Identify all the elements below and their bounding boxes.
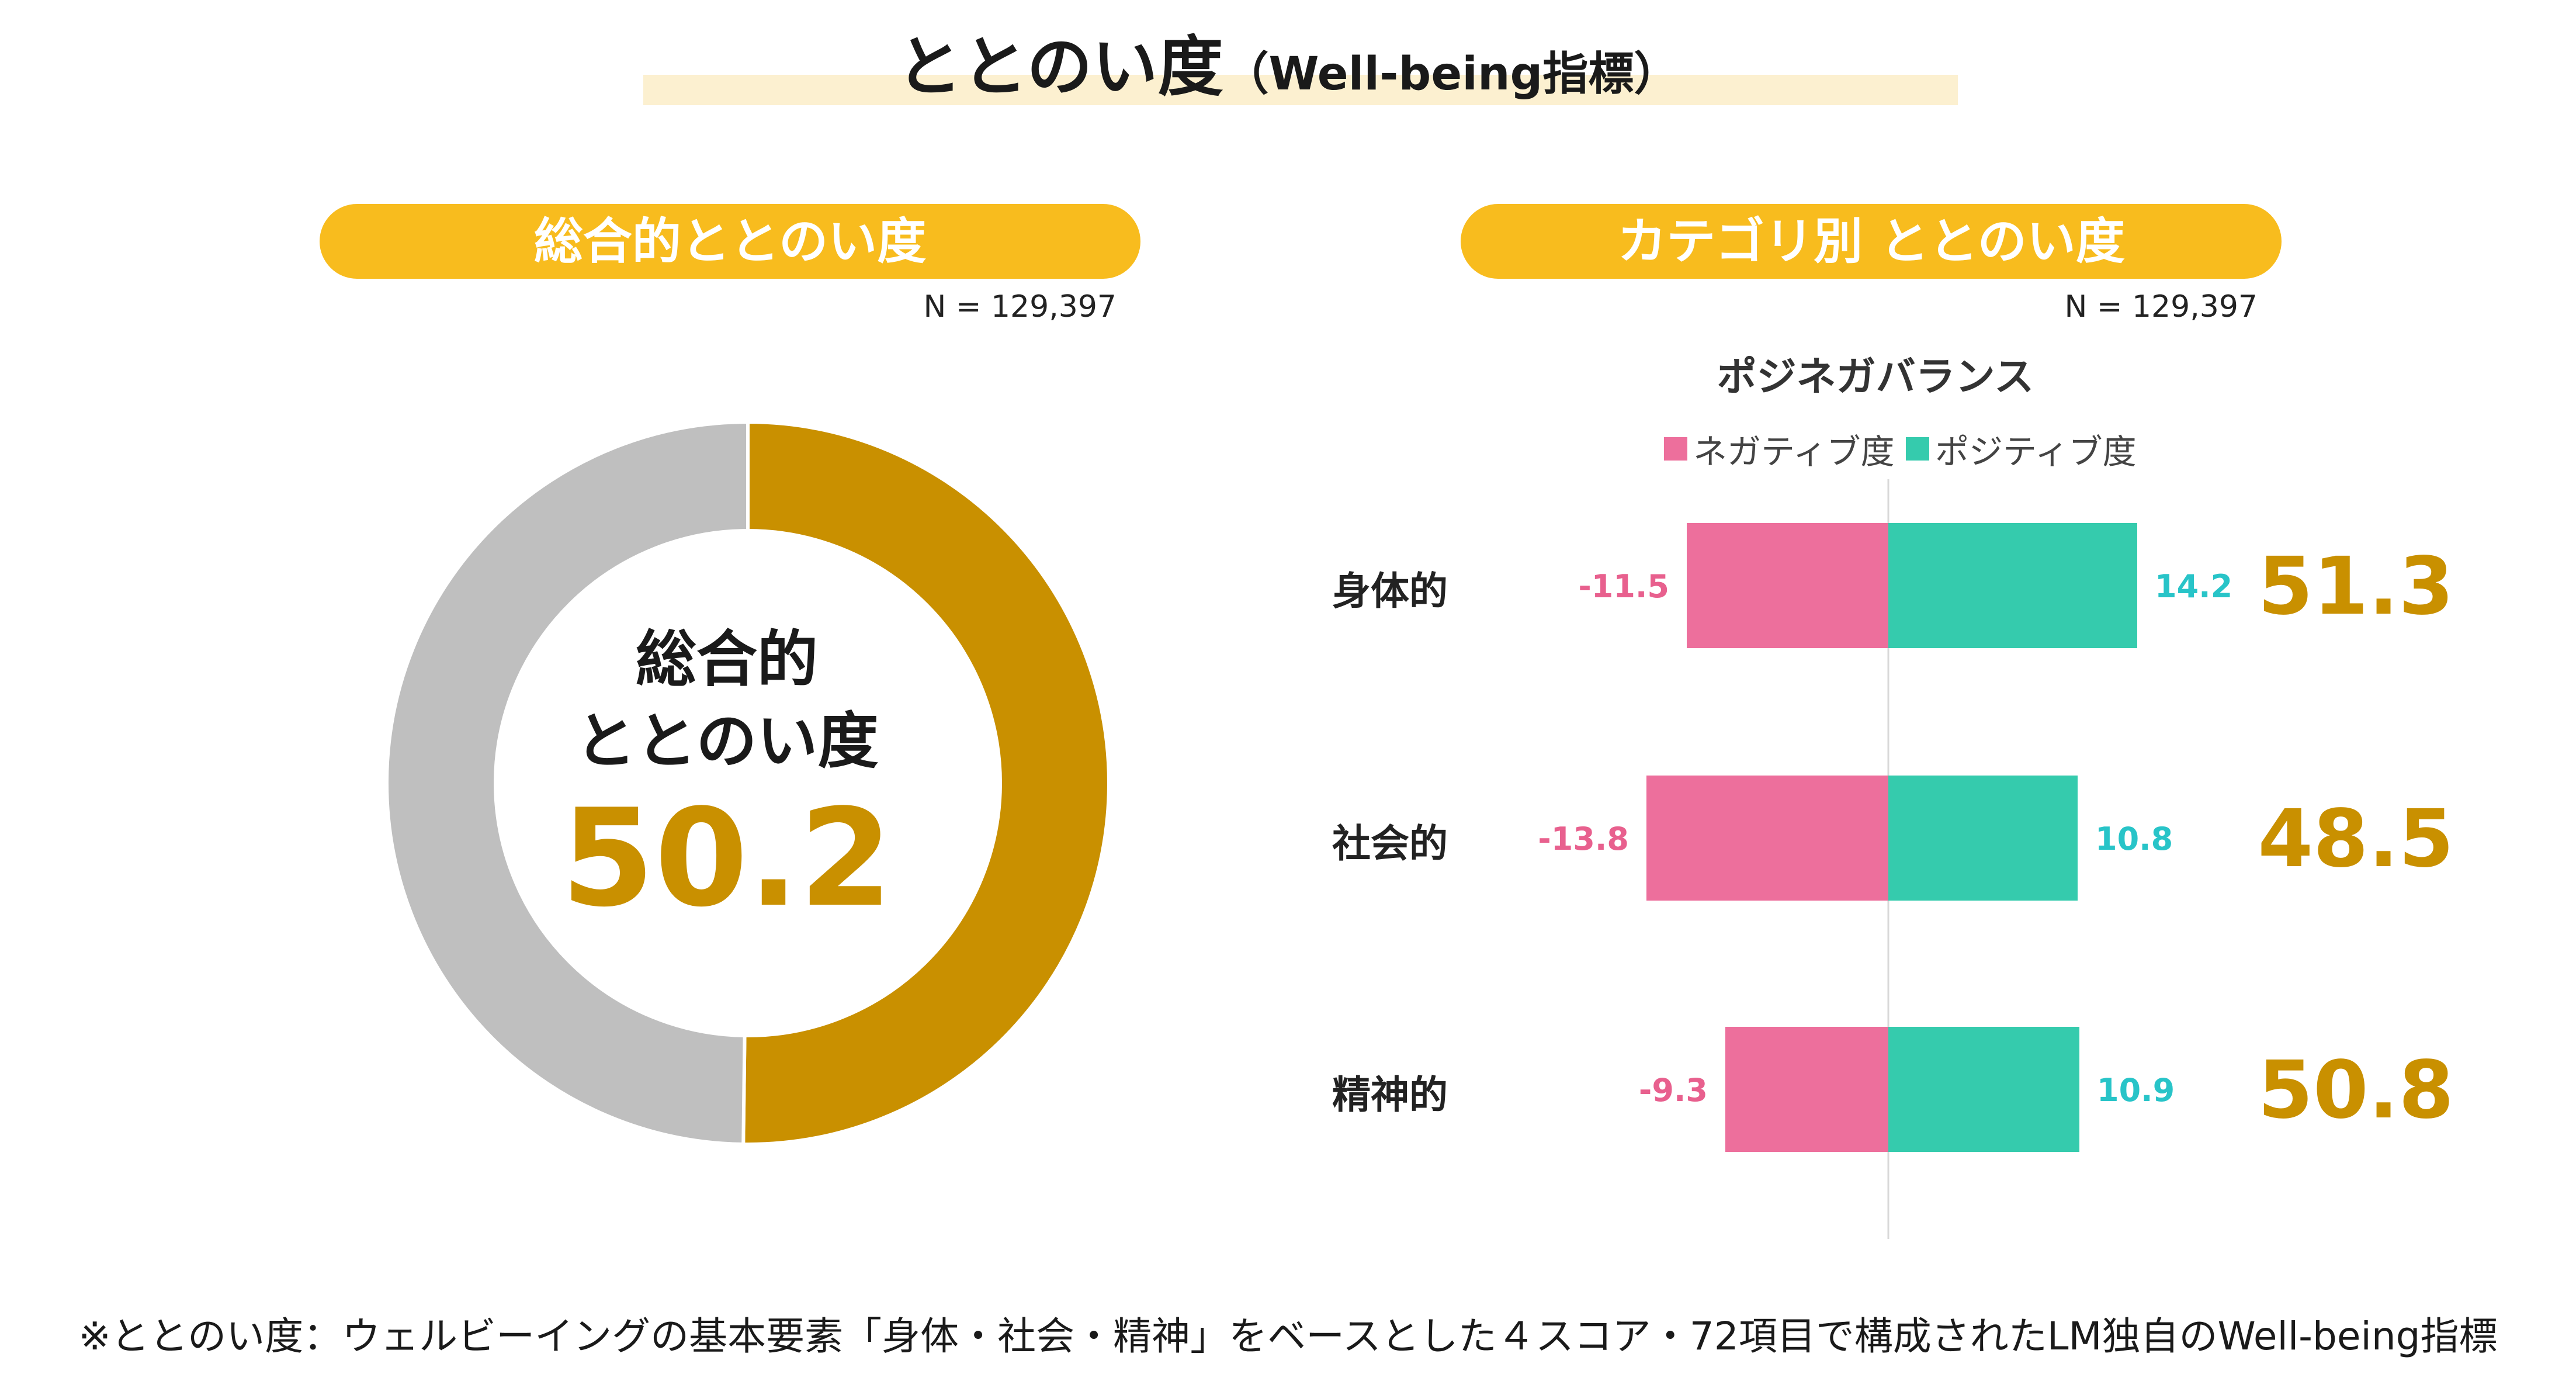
category-label-social: 社会的 — [1332, 821, 1448, 866]
legend-positive-swatch — [1906, 437, 1929, 461]
legend-negative: ネガティブ度 — [1664, 425, 1895, 472]
footnote: ※ととのい度：ウェルビーイングの基本要素「身体・社会・精神」をベースとした４スコ… — [78, 1314, 2498, 1359]
category-total-physical: 51.3 — [2258, 541, 2454, 633]
overall-sample-size: N = 129,397 — [923, 289, 1117, 324]
legend-positive: ポジティブ度 — [1906, 425, 2137, 472]
page-title-main: ととのい度 — [896, 29, 1223, 105]
balance-chart-title: ポジネガバランス — [1717, 354, 2034, 400]
label-positive-mental: 10.9 — [2097, 1072, 2175, 1109]
donut-slice-remainder — [385, 420, 750, 1146]
label-negative-mental: -9.3 — [1639, 1072, 1708, 1109]
overall-donut-chart — [385, 420, 1111, 1146]
bar-negative-physical — [1687, 523, 1888, 648]
category-label-physical: 身体的 — [1332, 569, 1448, 614]
bar-negative-social — [1646, 776, 1888, 901]
title-underline — [643, 75, 1958, 105]
legend-negative-label: ネガティブ度 — [1693, 432, 1895, 472]
balance-bar-chart: -11.5 14.2 51.3 -13.8 10.8 48.5 -9.3 10.9 50.8 — [1538, 479, 2454, 1239]
donut-center-label-1: 総合的 — [635, 624, 818, 695]
donut-center-value: 50.2 — [561, 781, 893, 937]
bar-positive-mental — [1888, 1027, 2079, 1152]
overall-section-pill: 総合的ととのい度 — [320, 204, 1140, 279]
bar-positive-social — [1888, 776, 2078, 901]
donut-center-label-2: ととのい度 — [575, 705, 879, 777]
legend-negative-swatch — [1664, 437, 1687, 461]
label-positive-physical: 14.2 — [2155, 568, 2232, 605]
category-sample-size: N = 129,397 — [2064, 289, 2258, 324]
legend-positive-label: ポジティブ度 — [1935, 432, 2137, 472]
category-total-social: 48.5 — [2258, 793, 2454, 885]
category-label-mental: 精神的 — [1332, 1072, 1448, 1117]
donut-slice-score — [741, 420, 1111, 1146]
label-negative-social: -13.8 — [1538, 821, 1629, 857]
bar-negative-mental — [1725, 1027, 1888, 1152]
page-title: ととのい度（Well-being指標） — [0, 23, 2576, 118]
category-section-pill: カテゴリ別 ととのい度 — [1461, 204, 2282, 279]
label-negative-physical: -11.5 — [1578, 568, 1669, 605]
category-total-mental: 50.8 — [2258, 1044, 2454, 1137]
page-title-sub: （Well-being指標） — [1223, 48, 1680, 101]
label-positive-social: 10.8 — [2095, 821, 2173, 857]
bar-positive-physical — [1888, 523, 2137, 648]
